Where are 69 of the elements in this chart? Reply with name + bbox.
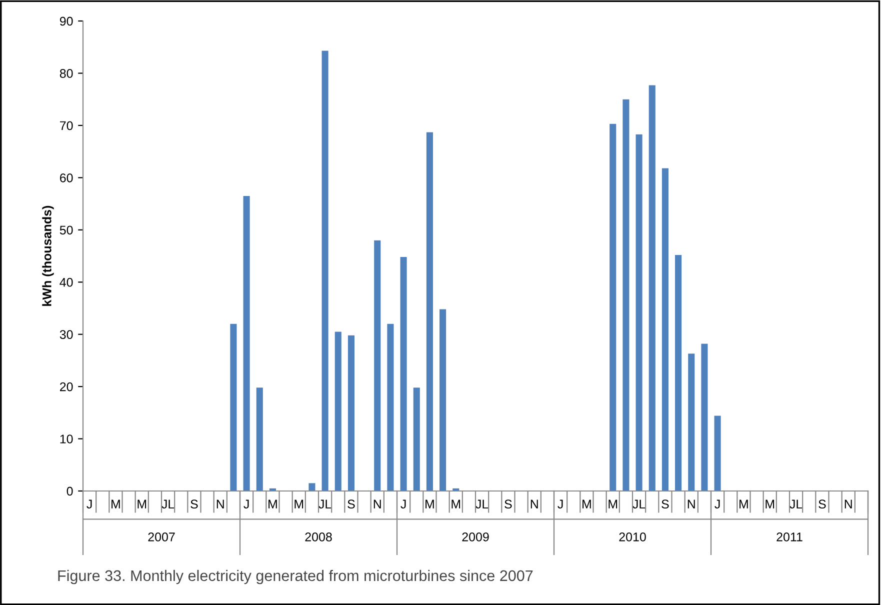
- text: 2008: [305, 532, 332, 542]
- bar: [243, 196, 250, 491]
- bar: [648, 85, 656, 491]
- bar: [348, 335, 354, 491]
- bar: [610, 124, 616, 491]
- x-tick-label: J: [86, 500, 92, 509]
- x-tick-label: S: [662, 500, 669, 509]
- x-tick-label: N: [374, 500, 381, 508]
- x-tick-label: J: [244, 500, 249, 509]
- bar: [662, 168, 668, 491]
- bar: [701, 344, 708, 491]
- y-tick-label: 80: [60, 69, 73, 78]
- x-tick-label: M: [294, 500, 304, 508]
- bar: [322, 50, 328, 491]
- x-tick-label: S: [504, 500, 512, 509]
- y-tick-label: 40: [60, 278, 73, 287]
- bar: [413, 388, 420, 491]
- x-tick-label: M: [112, 500, 120, 508]
- bar: [400, 257, 407, 491]
- y-tick-label: 20: [60, 382, 73, 392]
- x-tick-label: S: [348, 500, 355, 509]
- text: 2009: [462, 532, 489, 542]
- y-tick-label: 10: [60, 434, 73, 444]
- y-tick-label: 30: [60, 330, 73, 339]
- x-tick-label: S: [818, 500, 826, 509]
- bar: [440, 309, 446, 491]
- x-tick-label: M: [740, 500, 748, 508]
- bar: [622, 99, 630, 491]
- x-tick-label: M: [138, 500, 146, 508]
- x-tick-label: M: [766, 500, 774, 508]
- y-tick-label: 90: [60, 16, 73, 26]
- bar: [230, 324, 237, 491]
- x-tick-label: N: [216, 500, 224, 508]
- y-tick-label: 70: [60, 121, 73, 130]
- x-tick-label: N: [530, 500, 538, 508]
- bar: [426, 132, 433, 491]
- x-tick-label: J: [400, 500, 406, 509]
- x-tick-label: M: [608, 500, 618, 508]
- bar: [675, 254, 682, 491]
- y-axis-title: kWh (thousands): [42, 206, 54, 306]
- y-tick-label: 60: [60, 173, 73, 182]
- x-tick-label: M: [582, 500, 591, 508]
- x-tick-label: S: [190, 500, 198, 509]
- x-tick-label: JL: [632, 500, 646, 509]
- x-tick-label: M: [452, 500, 460, 508]
- text: 2011: [776, 532, 802, 542]
- text: 2010: [619, 532, 646, 542]
- bar: [688, 354, 695, 491]
- bar: [256, 388, 263, 491]
- bar: [387, 324, 394, 491]
- bar: [714, 416, 721, 491]
- x-tick-label: J: [714, 500, 720, 509]
- x-tick-label: JL: [790, 500, 802, 509]
- x-tick-label: M: [426, 500, 434, 508]
- caption: Figure 33. Monthly electricity generated from microturbines since 2007: [58, 570, 533, 584]
- x-tick-label: M: [268, 500, 277, 508]
- y-tick-label: 0: [66, 486, 73, 496]
- y-tick-label: 50: [60, 226, 73, 235]
- text: 2007: [148, 532, 175, 542]
- bar: [374, 240, 381, 491]
- x-tick-label: J: [558, 500, 563, 509]
- x-tick-label: JL: [162, 500, 174, 509]
- x-tick-label: JL: [476, 500, 488, 509]
- bar: [334, 332, 342, 491]
- bar: [308, 483, 316, 491]
- bar: [636, 134, 642, 491]
- x-tick-label: N: [688, 500, 695, 508]
- x-tick-label: JL: [318, 500, 332, 509]
- x-tick-label: N: [844, 500, 852, 508]
